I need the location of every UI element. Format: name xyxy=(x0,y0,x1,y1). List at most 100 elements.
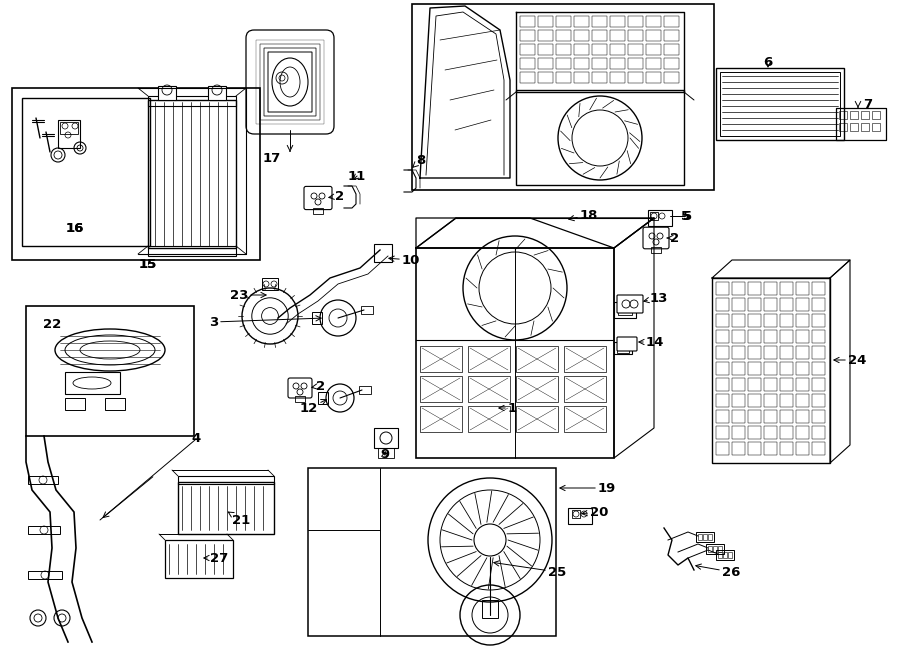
Bar xyxy=(796,346,809,359)
Bar xyxy=(696,532,714,542)
Text: 17: 17 xyxy=(263,152,281,164)
Bar xyxy=(748,298,761,311)
Bar xyxy=(712,278,830,463)
Bar xyxy=(780,410,793,423)
Bar xyxy=(628,30,643,41)
Bar xyxy=(732,362,745,375)
Bar xyxy=(764,298,777,311)
Bar xyxy=(812,314,825,327)
Bar xyxy=(148,100,236,248)
Bar xyxy=(574,72,589,83)
Bar xyxy=(28,526,60,534)
Bar xyxy=(872,111,880,119)
Text: 23: 23 xyxy=(230,289,266,301)
Bar xyxy=(748,314,761,327)
Bar xyxy=(574,58,589,69)
Bar xyxy=(764,426,777,439)
Bar xyxy=(718,546,722,552)
Bar xyxy=(572,510,580,518)
Bar xyxy=(592,58,607,69)
Bar xyxy=(796,442,809,455)
FancyBboxPatch shape xyxy=(643,227,669,249)
Bar xyxy=(716,346,729,359)
Bar xyxy=(556,16,571,27)
Bar xyxy=(748,282,761,295)
Text: 27: 27 xyxy=(204,551,229,565)
Bar xyxy=(574,16,589,27)
Bar xyxy=(482,600,498,618)
Bar xyxy=(764,394,777,407)
Bar xyxy=(780,330,793,343)
Bar xyxy=(178,476,274,484)
Bar xyxy=(28,476,58,484)
Bar xyxy=(628,72,643,83)
Bar xyxy=(610,30,625,41)
Bar xyxy=(716,410,729,423)
Bar xyxy=(556,44,571,55)
Bar xyxy=(556,58,571,69)
Bar xyxy=(764,442,777,455)
Text: 5: 5 xyxy=(683,209,693,222)
Bar xyxy=(839,123,847,131)
Bar xyxy=(748,346,761,359)
Text: 5: 5 xyxy=(681,209,690,222)
Bar xyxy=(614,342,632,354)
Bar xyxy=(764,346,777,359)
Bar xyxy=(748,378,761,391)
Bar xyxy=(420,406,462,432)
Bar xyxy=(850,123,858,131)
Bar xyxy=(716,330,729,343)
Bar xyxy=(812,298,825,311)
Bar xyxy=(651,247,661,253)
Bar xyxy=(574,44,589,55)
Bar xyxy=(646,72,661,83)
Bar xyxy=(812,330,825,343)
Bar xyxy=(618,305,632,315)
Bar xyxy=(703,534,707,540)
Bar xyxy=(764,314,777,327)
Bar xyxy=(617,345,629,353)
Text: 16: 16 xyxy=(66,222,85,234)
Bar xyxy=(716,68,844,140)
Bar xyxy=(664,16,679,27)
Bar xyxy=(708,534,712,540)
Bar xyxy=(650,212,658,220)
Bar xyxy=(796,378,809,391)
FancyBboxPatch shape xyxy=(617,295,643,313)
Bar xyxy=(318,392,328,404)
Bar xyxy=(28,571,62,579)
Bar xyxy=(592,72,607,83)
Bar xyxy=(732,298,745,311)
Bar xyxy=(716,394,729,407)
Bar xyxy=(420,376,462,402)
Bar xyxy=(295,396,305,402)
Bar xyxy=(65,398,85,410)
Bar xyxy=(720,72,840,136)
Bar xyxy=(374,428,398,448)
Bar xyxy=(516,406,558,432)
Bar xyxy=(732,330,745,343)
Bar xyxy=(812,282,825,295)
Bar xyxy=(812,362,825,375)
Bar xyxy=(796,314,809,327)
Bar xyxy=(780,378,793,391)
Bar xyxy=(796,426,809,439)
Bar xyxy=(872,123,880,131)
Bar xyxy=(520,72,535,83)
Bar xyxy=(646,30,661,41)
Bar xyxy=(812,378,825,391)
Text: 10: 10 xyxy=(389,254,420,267)
Bar xyxy=(556,72,571,83)
Bar xyxy=(812,394,825,407)
Bar xyxy=(780,314,793,327)
Bar xyxy=(646,58,661,69)
Text: 1: 1 xyxy=(499,401,517,414)
Bar xyxy=(723,552,727,558)
Bar xyxy=(796,330,809,343)
Bar xyxy=(628,16,643,27)
Bar xyxy=(708,546,712,552)
Bar xyxy=(748,330,761,343)
Bar xyxy=(568,508,592,524)
Bar xyxy=(646,16,661,27)
Bar xyxy=(516,90,684,185)
